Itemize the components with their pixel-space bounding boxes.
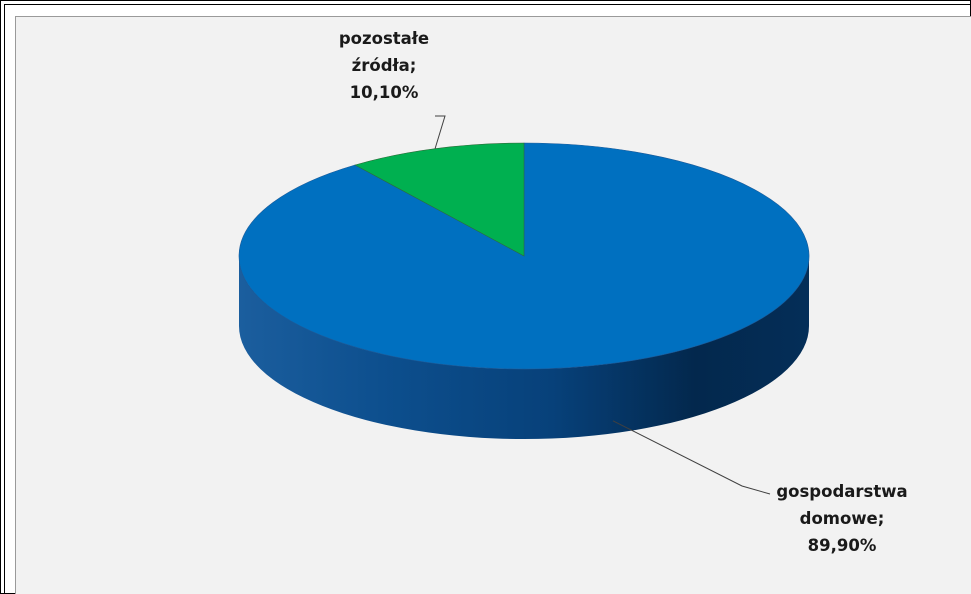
data-label-line: źródła; <box>351 56 417 75</box>
leader-line <box>434 115 446 149</box>
data-label-line: pozostałe <box>338 29 430 48</box>
data-label-line: domowe; <box>799 509 885 528</box>
data-label-line: gospodarstwa <box>776 482 908 501</box>
pie-slice <box>354 142 525 257</box>
leader-line <box>612 420 771 495</box>
pie-side-wall <box>239 256 809 439</box>
data-label: gospodarstwa domowe; 89,90% <box>742 478 942 559</box>
data-label-line: 89,90% <box>807 536 877 555</box>
data-label-line: 10,10% <box>349 83 419 102</box>
chart-inner-frame <box>4 4 971 594</box>
data-label: pozostałe źródła; 10,10% <box>294 25 474 106</box>
